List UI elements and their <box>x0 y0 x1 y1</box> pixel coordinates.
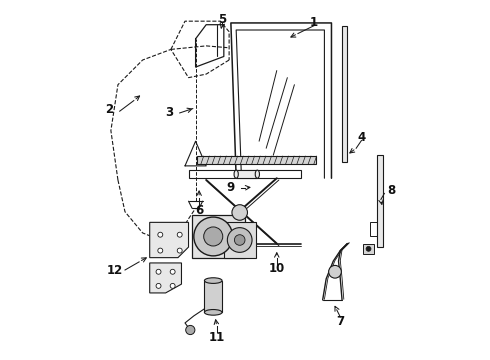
Text: 9: 9 <box>227 181 235 194</box>
Text: 11: 11 <box>209 330 225 343</box>
Text: 10: 10 <box>269 262 285 275</box>
Circle shape <box>232 205 247 220</box>
Ellipse shape <box>204 278 222 283</box>
Polygon shape <box>192 215 245 258</box>
Circle shape <box>234 235 245 245</box>
Circle shape <box>156 269 161 274</box>
Text: 6: 6 <box>195 203 203 216</box>
Circle shape <box>227 228 252 252</box>
Ellipse shape <box>234 170 238 178</box>
Circle shape <box>170 283 175 288</box>
Ellipse shape <box>204 310 222 315</box>
Text: 12: 12 <box>106 264 122 276</box>
Circle shape <box>158 232 163 237</box>
Circle shape <box>177 232 182 237</box>
Circle shape <box>186 325 195 334</box>
Circle shape <box>194 217 233 256</box>
Polygon shape <box>363 243 374 254</box>
Polygon shape <box>342 27 347 162</box>
Text: 4: 4 <box>357 131 366 144</box>
Polygon shape <box>204 280 222 312</box>
Ellipse shape <box>255 170 260 178</box>
Polygon shape <box>224 222 256 258</box>
Text: 8: 8 <box>388 184 395 197</box>
Circle shape <box>366 246 371 251</box>
Polygon shape <box>150 222 189 258</box>
Text: 3: 3 <box>165 107 173 120</box>
Text: 7: 7 <box>336 315 344 328</box>
Circle shape <box>156 283 161 288</box>
Circle shape <box>177 248 182 253</box>
Polygon shape <box>236 170 257 178</box>
Text: 1: 1 <box>310 17 318 30</box>
Text: 5: 5 <box>218 13 226 26</box>
Polygon shape <box>150 263 181 293</box>
Circle shape <box>170 269 175 274</box>
Polygon shape <box>197 156 316 164</box>
Polygon shape <box>377 155 383 247</box>
Circle shape <box>158 248 163 253</box>
Text: 2: 2 <box>105 103 113 116</box>
Circle shape <box>204 227 223 246</box>
Circle shape <box>329 265 342 278</box>
